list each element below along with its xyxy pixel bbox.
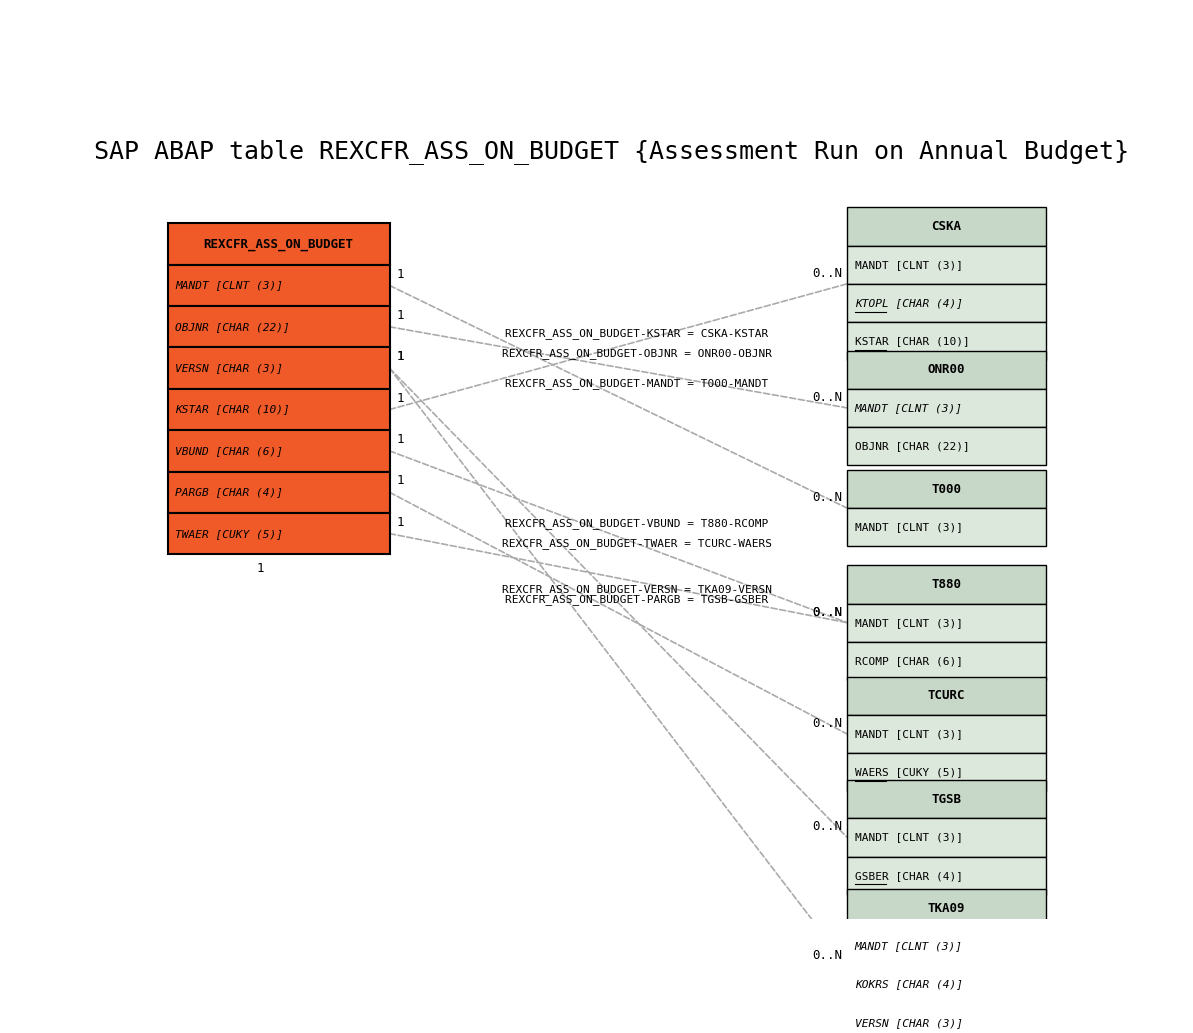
Text: VERSN [CHAR (3)]: VERSN [CHAR (3)] — [854, 1018, 963, 1028]
Text: PARGB [CHAR (4)]: PARGB [CHAR (4)] — [175, 488, 283, 497]
Text: MANDT [CLNT (3)]: MANDT [CLNT (3)] — [854, 259, 963, 270]
Text: 1: 1 — [397, 433, 404, 446]
Text: VBUND [CHAR (6)]: VBUND [CHAR (6)] — [175, 446, 283, 456]
Text: 0..N: 0..N — [812, 605, 842, 619]
Text: GSBER [CHAR (4)]: GSBER [CHAR (4)] — [854, 871, 963, 880]
Text: ONR00: ONR00 — [928, 364, 965, 376]
FancyBboxPatch shape — [847, 753, 1046, 791]
Text: REXCFR_ASS_ON_BUDGET: REXCFR_ASS_ON_BUDGET — [204, 238, 353, 251]
Text: CSKA: CSKA — [932, 220, 962, 233]
Text: T000: T000 — [932, 482, 962, 496]
Text: 0..N: 0..N — [812, 605, 842, 619]
FancyBboxPatch shape — [167, 430, 389, 471]
FancyBboxPatch shape — [167, 471, 389, 513]
Text: MANDT [CLNT (3)]: MANDT [CLNT (3)] — [854, 729, 963, 739]
FancyBboxPatch shape — [847, 715, 1046, 753]
Text: MANDT [CLNT (3)]: MANDT [CLNT (3)] — [854, 523, 963, 532]
Text: TKA09: TKA09 — [928, 902, 965, 915]
Text: SAP ABAP table REXCFR_ASS_ON_BUDGET {Assessment Run on Annual Budget}: SAP ABAP table REXCFR_ASS_ON_BUDGET {Ass… — [94, 139, 1129, 164]
Text: MANDT [CLNT (3)]: MANDT [CLNT (3)] — [854, 833, 963, 843]
FancyBboxPatch shape — [847, 284, 1046, 322]
Text: OBJNR [CHAR (22)]: OBJNR [CHAR (22)] — [175, 322, 290, 332]
Text: REXCFR_ASS_ON_BUDGET-VERSN = TKA09-VERSN: REXCFR_ASS_ON_BUDGET-VERSN = TKA09-VERSN — [502, 584, 772, 595]
Text: MANDT [CLNT (3)]: MANDT [CLNT (3)] — [854, 618, 963, 628]
Text: REXCFR_ASS_ON_BUDGET-MANDT = T000-MANDT: REXCFR_ASS_ON_BUDGET-MANDT = T000-MANDT — [505, 378, 768, 388]
Text: 1: 1 — [397, 309, 404, 322]
Text: REXCFR_ASS_ON_BUDGET-PARGB = TGSB-GSBER: REXCFR_ASS_ON_BUDGET-PARGB = TGSB-GSBER — [505, 594, 768, 605]
FancyBboxPatch shape — [847, 889, 1046, 928]
Text: VERSN [CHAR (3)]: VERSN [CHAR (3)] — [175, 364, 283, 373]
Text: 1: 1 — [397, 350, 404, 364]
FancyBboxPatch shape — [847, 1004, 1046, 1033]
Text: 1: 1 — [397, 515, 404, 529]
FancyBboxPatch shape — [847, 322, 1046, 361]
FancyBboxPatch shape — [847, 208, 1046, 246]
Text: 0..N: 0..N — [812, 717, 842, 730]
Text: KTOPL [CHAR (4)]: KTOPL [CHAR (4)] — [854, 298, 963, 308]
FancyBboxPatch shape — [847, 427, 1046, 465]
Text: KOKRS [CHAR (4)]: KOKRS [CHAR (4)] — [854, 979, 963, 990]
Text: REXCFR_ASS_ON_BUDGET-VBUND = T880-RCOMP: REXCFR_ASS_ON_BUDGET-VBUND = T880-RCOMP — [505, 518, 768, 529]
Text: TGSB: TGSB — [932, 792, 962, 806]
FancyBboxPatch shape — [847, 388, 1046, 427]
Text: MANDT [CLNT (3)]: MANDT [CLNT (3)] — [854, 941, 963, 951]
Text: 0..N: 0..N — [812, 390, 842, 404]
FancyBboxPatch shape — [847, 818, 1046, 856]
Text: 1: 1 — [256, 562, 264, 575]
FancyBboxPatch shape — [847, 565, 1046, 603]
Text: WAERS [CUKY (5)]: WAERS [CUKY (5)] — [854, 768, 963, 777]
Text: REXCFR_ASS_ON_BUDGET-TWAER = TCURC-WAERS: REXCFR_ASS_ON_BUDGET-TWAER = TCURC-WAERS — [502, 538, 772, 549]
FancyBboxPatch shape — [847, 470, 1046, 508]
Text: REXCFR_ASS_ON_BUDGET-KSTAR = CSKA-KSTAR: REXCFR_ASS_ON_BUDGET-KSTAR = CSKA-KSTAR — [505, 327, 768, 339]
FancyBboxPatch shape — [847, 780, 1046, 818]
Text: 0..N: 0..N — [812, 267, 842, 280]
Text: TWAER [CUKY (5)]: TWAER [CUKY (5)] — [175, 529, 283, 538]
FancyBboxPatch shape — [847, 928, 1046, 966]
FancyBboxPatch shape — [847, 603, 1046, 641]
FancyBboxPatch shape — [847, 677, 1046, 715]
Text: KSTAR [CHAR (10)]: KSTAR [CHAR (10)] — [175, 405, 290, 414]
Text: MANDT [CLNT (3)]: MANDT [CLNT (3)] — [854, 403, 963, 413]
FancyBboxPatch shape — [847, 641, 1046, 680]
FancyBboxPatch shape — [847, 246, 1046, 284]
Text: OBJNR [CHAR (22)]: OBJNR [CHAR (22)] — [854, 441, 970, 451]
FancyBboxPatch shape — [167, 264, 389, 306]
Text: 1: 1 — [397, 474, 404, 488]
FancyBboxPatch shape — [847, 350, 1046, 388]
Text: RCOMP [CHAR (6)]: RCOMP [CHAR (6)] — [854, 656, 963, 666]
FancyBboxPatch shape — [167, 223, 389, 264]
FancyBboxPatch shape — [167, 347, 389, 388]
Text: T880: T880 — [932, 578, 962, 591]
Text: 0..N: 0..N — [812, 948, 842, 962]
FancyBboxPatch shape — [847, 856, 1046, 895]
Text: MANDT [CLNT (3)]: MANDT [CLNT (3)] — [175, 280, 283, 290]
Text: 1: 1 — [397, 350, 404, 364]
FancyBboxPatch shape — [167, 388, 389, 430]
Text: 0..N: 0..N — [812, 820, 842, 834]
Text: 1: 1 — [397, 268, 404, 281]
Text: TCURC: TCURC — [928, 689, 965, 702]
FancyBboxPatch shape — [847, 508, 1046, 546]
Text: 1: 1 — [397, 392, 404, 405]
FancyBboxPatch shape — [167, 513, 389, 555]
FancyBboxPatch shape — [167, 306, 389, 347]
FancyBboxPatch shape — [847, 966, 1046, 1004]
Text: 0..N: 0..N — [812, 491, 842, 504]
Text: REXCFR_ASS_ON_BUDGET-OBJNR = ONR00-OBJNR: REXCFR_ASS_ON_BUDGET-OBJNR = ONR00-OBJNR — [502, 348, 772, 359]
Text: KSTAR [CHAR (10)]: KSTAR [CHAR (10)] — [854, 336, 970, 346]
